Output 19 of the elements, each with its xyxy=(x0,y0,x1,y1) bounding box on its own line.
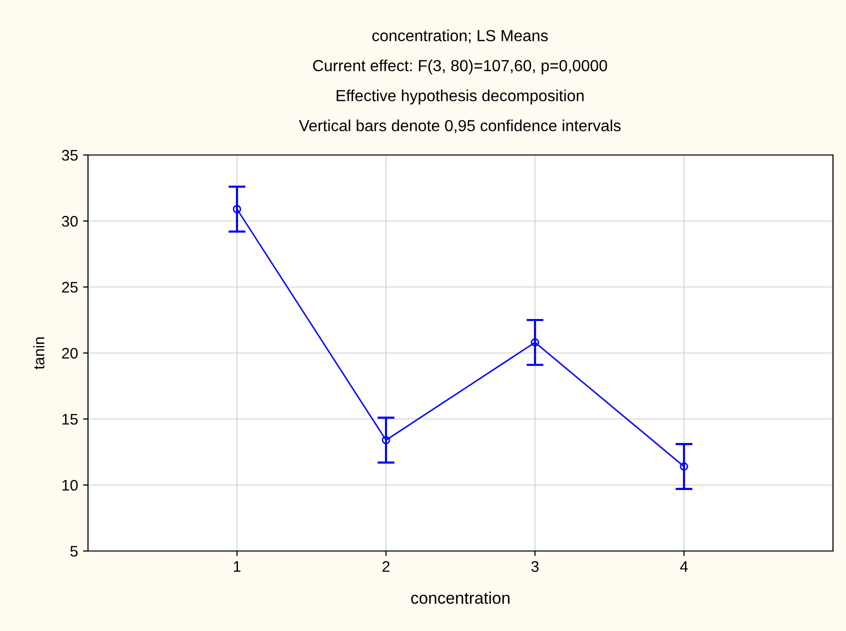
y-tick-label: 35 xyxy=(62,150,78,161)
y-tick-label: 5 xyxy=(70,546,78,557)
chart-title: concentration; LS Means xyxy=(372,30,548,44)
point xyxy=(530,338,540,347)
x-tick-label: 1 xyxy=(234,561,241,572)
y-axis-title: tanin xyxy=(33,337,44,370)
y-tick-label: 30 xyxy=(62,216,78,227)
y-tick-label: 15 xyxy=(62,414,78,425)
point xyxy=(680,462,688,471)
y-tick-label: 10 xyxy=(62,480,78,491)
x-tick-label: 2 xyxy=(382,561,390,572)
y-tick-label: 20 xyxy=(62,348,78,359)
point xyxy=(382,436,390,444)
x-tick-label: 3 xyxy=(531,561,539,572)
x-tick-label: 4 xyxy=(680,561,688,572)
point xyxy=(232,204,242,214)
x-axis-title: concentration xyxy=(411,592,510,604)
y-tick-label: 25 xyxy=(62,282,78,293)
chart-subtitle: Current effect: F(3, 80)=107,60, p=0,0000 Effective hypothesis decomposition Vertical bars denote 0,95 confidence intervals xyxy=(298,60,621,134)
